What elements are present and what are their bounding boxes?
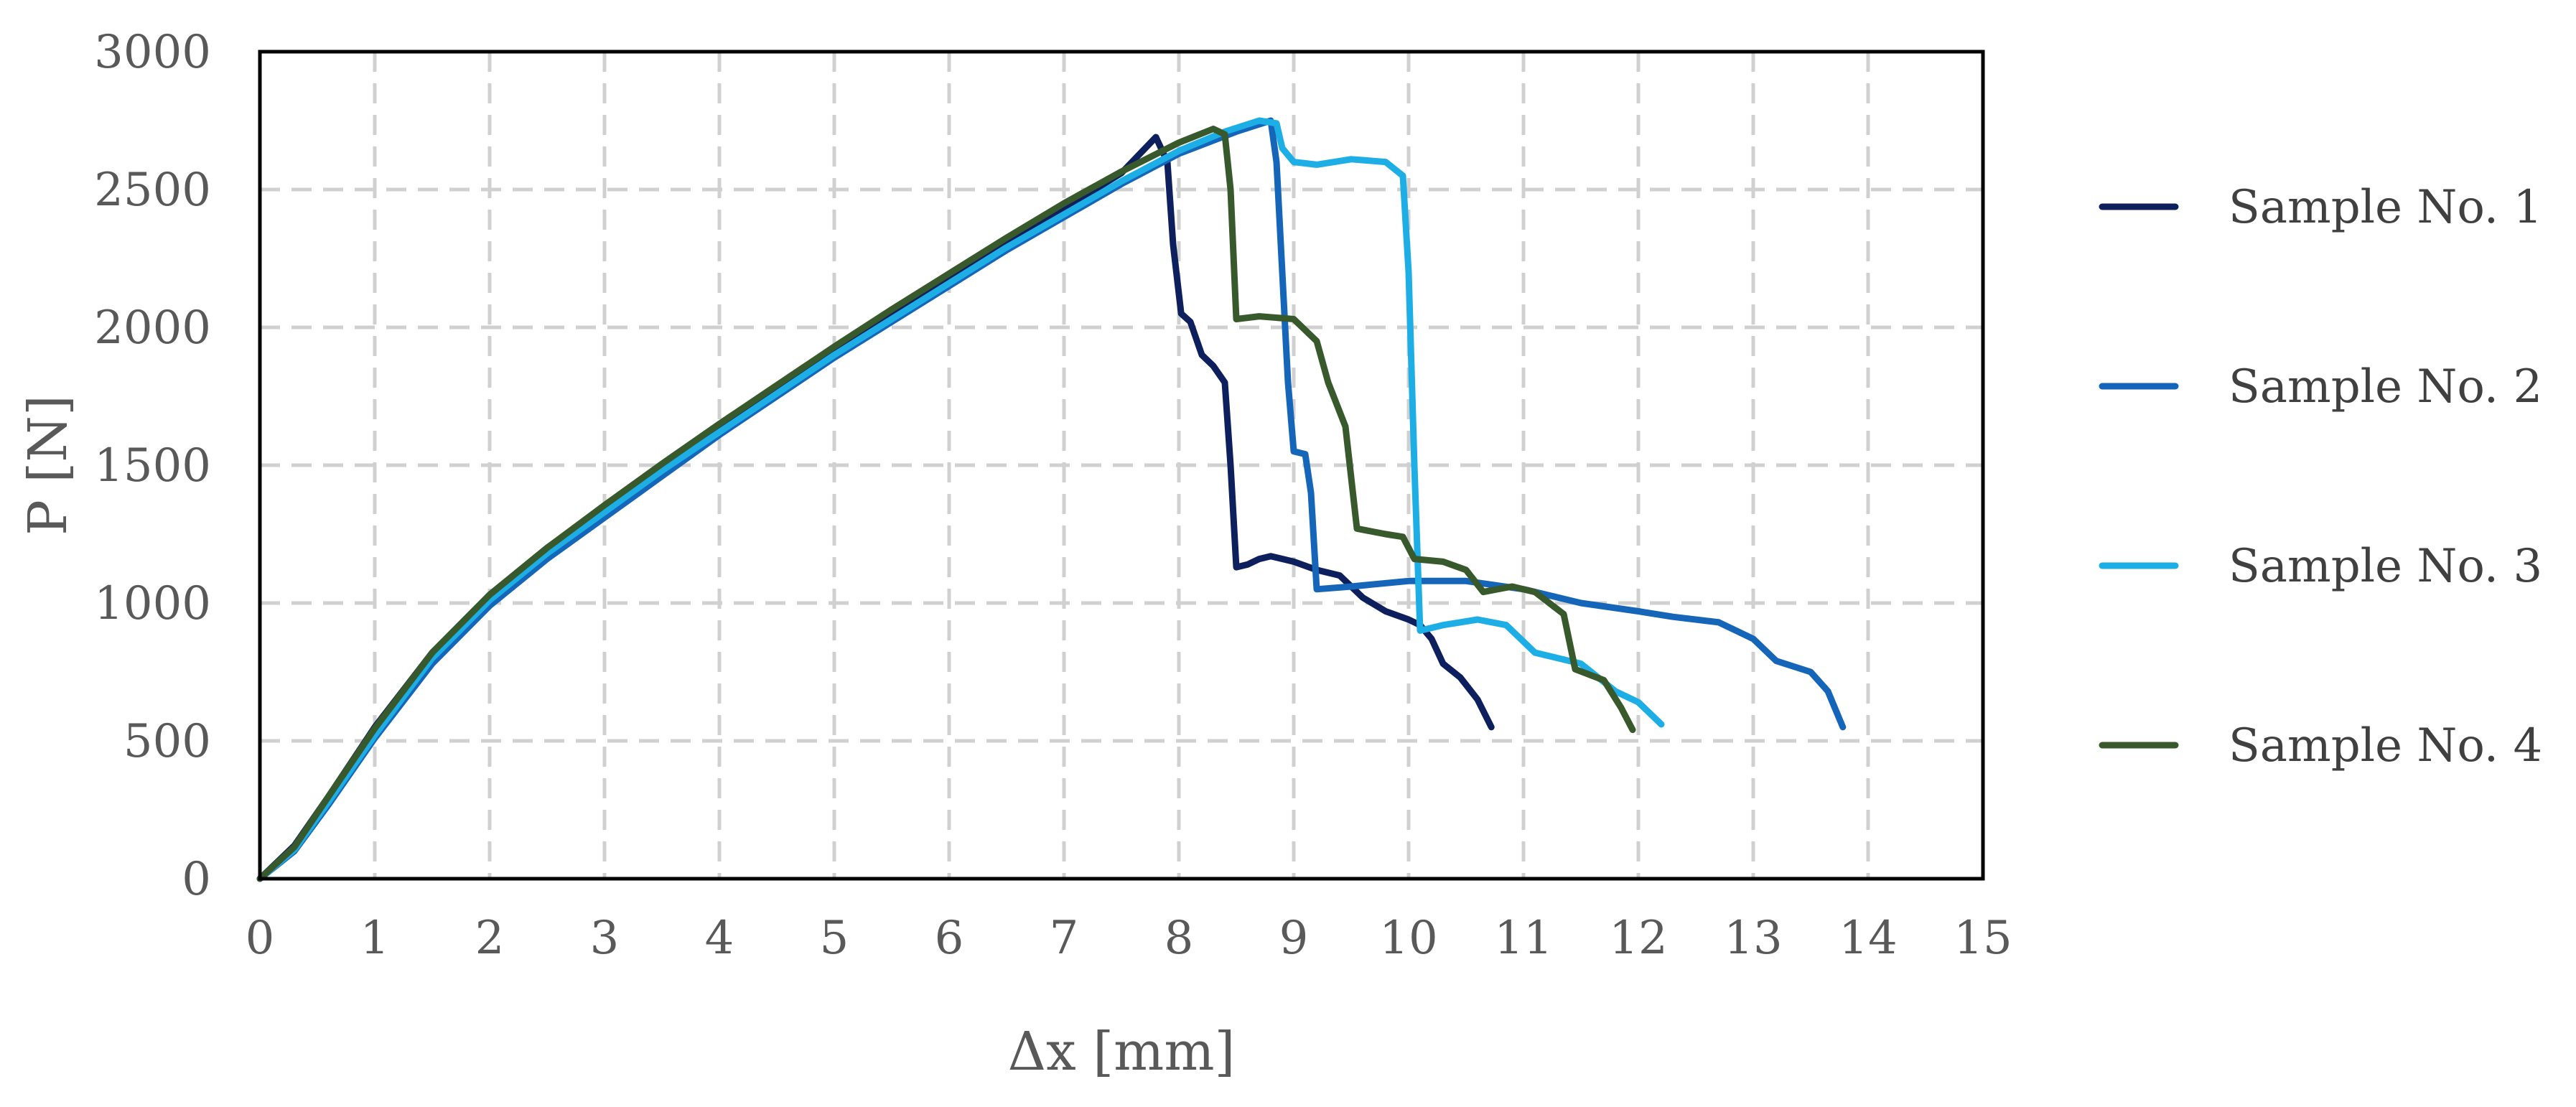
y-axis-ticks: 0 500 1000 1500 2000 2500 3000 xyxy=(94,26,211,906)
x-tick-label: 6 xyxy=(935,912,964,965)
y-axis-title: P [N] xyxy=(17,395,79,536)
x-tick-label: 8 xyxy=(1165,912,1194,965)
series-line xyxy=(256,134,1495,882)
y-tick-label: 1500 xyxy=(94,439,211,492)
x-tick-label: 2 xyxy=(475,912,505,965)
x-tick-label: 0 xyxy=(246,912,275,965)
x-tick-label: 15 xyxy=(1954,912,2012,965)
legend-label: Sample No. 2 xyxy=(2229,360,2542,414)
legend-label: Sample No. 3 xyxy=(2229,540,2542,593)
y-tick-label: 0 xyxy=(182,853,211,906)
x-tick-label: 12 xyxy=(1609,912,1667,965)
y-tick-label: 3000 xyxy=(94,26,211,79)
legend: Sample No. 1 Sample No. 2 Sample No. 3 Samp… xyxy=(2099,181,2542,772)
series-line xyxy=(256,126,1636,882)
y-tick-label: 2500 xyxy=(94,164,211,217)
x-tick-label: 1 xyxy=(360,912,390,965)
y-tick-label: 500 xyxy=(123,715,211,768)
x-tick-label: 14 xyxy=(1839,912,1897,965)
legend-label: Sample No. 1 xyxy=(2229,181,2542,234)
legend-item: Sample No. 3 xyxy=(2099,540,2542,593)
x-tick-label: 9 xyxy=(1279,912,1309,965)
series-line xyxy=(256,117,1847,882)
x-tick-label: 7 xyxy=(1050,912,1079,965)
x-tick-label: 10 xyxy=(1379,912,1437,965)
plot-area-border xyxy=(258,50,1985,881)
legend-item: Sample No. 2 xyxy=(2099,360,2542,414)
grid xyxy=(260,52,1983,879)
legend-label: Sample No. 4 xyxy=(2229,719,2542,772)
x-tick-label: 3 xyxy=(590,912,620,965)
x-tick-label: 4 xyxy=(705,912,734,965)
legend-item: Sample No. 1 xyxy=(2099,181,2542,234)
legend-item: Sample No. 4 xyxy=(2099,719,2542,772)
y-tick-label: 2000 xyxy=(94,302,211,355)
x-axis-title: Δx [mm] xyxy=(1008,1021,1236,1083)
x-tick-label: 13 xyxy=(1724,912,1782,965)
series-lines xyxy=(256,117,1847,882)
x-tick-label: 11 xyxy=(1494,912,1552,965)
x-axis-ticks: 0 1 2 3 4 5 6 7 8 9 10 11 12 13 14 15 xyxy=(246,912,2012,965)
x-tick-label: 5 xyxy=(820,912,849,965)
series-line xyxy=(256,117,1665,882)
y-tick-label: 1000 xyxy=(94,577,211,630)
